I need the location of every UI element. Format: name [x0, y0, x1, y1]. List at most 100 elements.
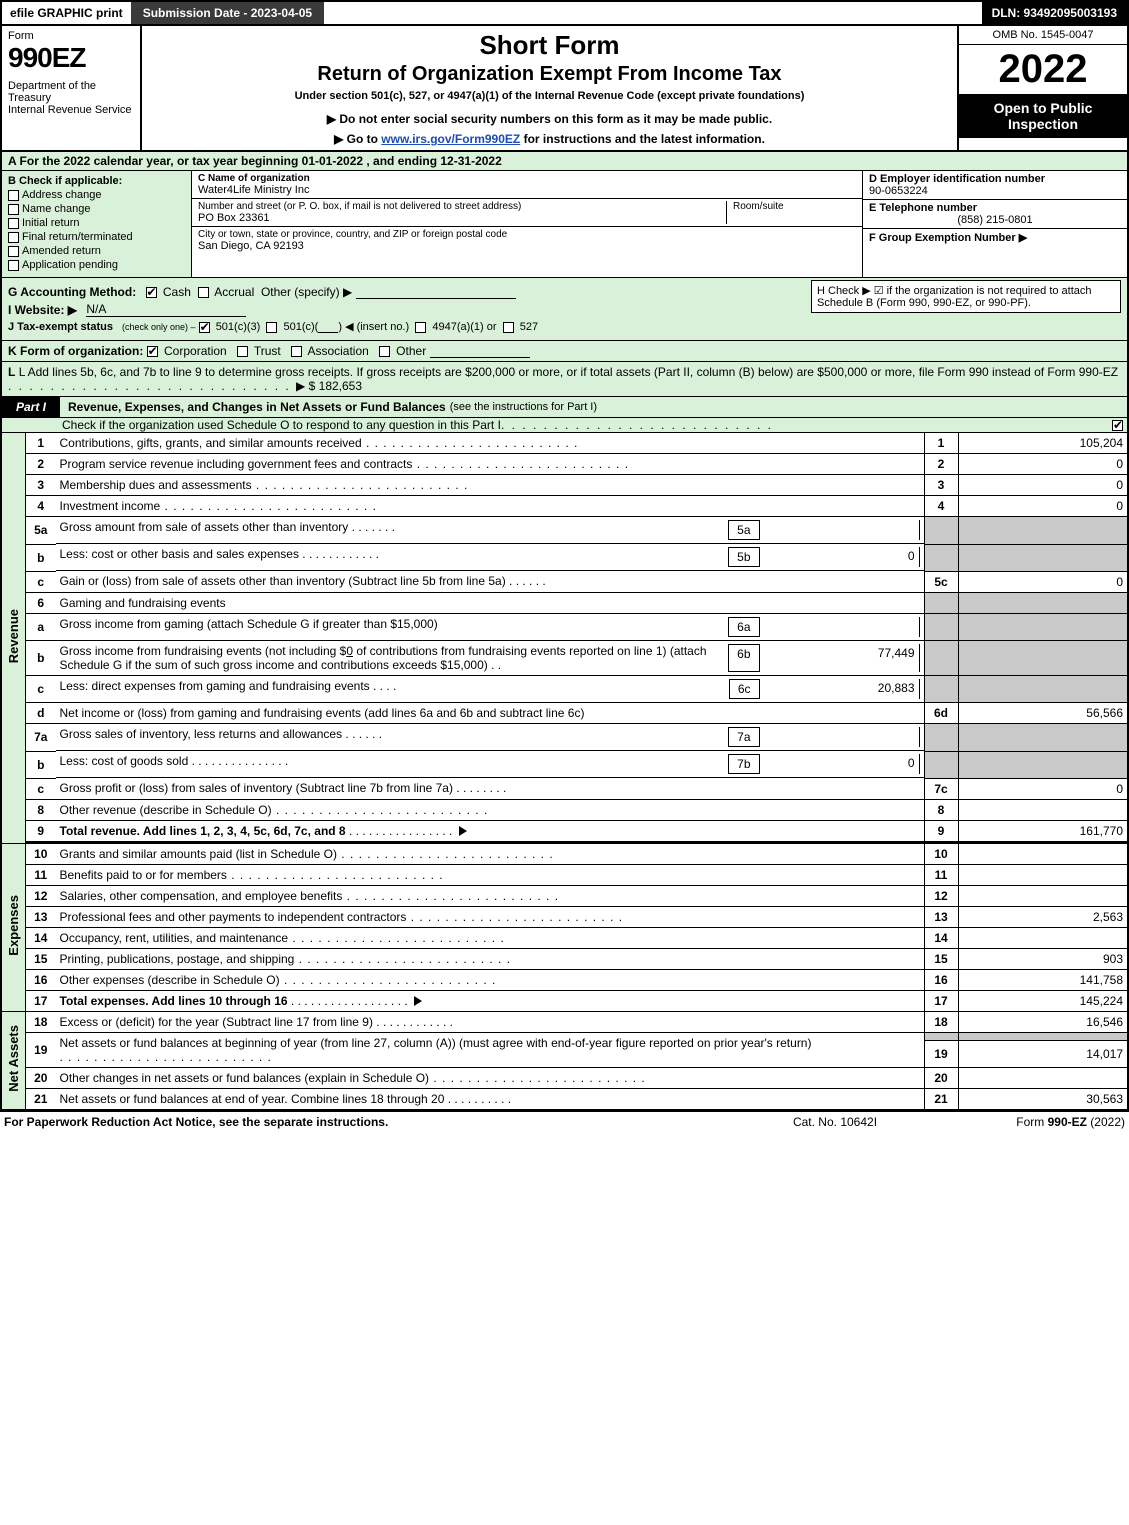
line-10: Expenses 10Grants and similar amounts pa… — [1, 843, 1128, 864]
checkbox-icon[interactable] — [291, 346, 302, 357]
line-18: Net Assets 18Excess or (deficit) for the… — [1, 1011, 1128, 1032]
line-5c: cGain or (loss) from sale of assets othe… — [1, 571, 1128, 592]
k-other-blank[interactable] — [430, 357, 530, 358]
i-label: I Website: ▶ — [8, 303, 77, 317]
org-city: San Diego, CA 92193 — [198, 240, 856, 252]
dln-label: DLN: 93492095003193 — [982, 2, 1127, 24]
line-3: 3Membership dues and assessments30 — [1, 475, 1128, 496]
section-bcdef: B Check if applicable: Address change Na… — [0, 171, 1129, 278]
g-cash: Cash — [163, 285, 191, 299]
page-footer: For Paperwork Reduction Act Notice, see … — [0, 1110, 1129, 1132]
ein-value: 90-0653224 — [869, 185, 1121, 197]
line-14: 14Occupancy, rent, utilities, and mainte… — [1, 927, 1128, 948]
line-6: 6Gaming and fundraising events — [1, 592, 1128, 613]
checkbox-icon[interactable] — [146, 287, 157, 298]
room-suite-label: Room/suite — [726, 201, 856, 224]
line-1: Revenue 1Contributions, gifts, grants, a… — [1, 433, 1128, 454]
line-15: 15Printing, publications, postage, and s… — [1, 948, 1128, 969]
col-def: D Employer identification number 90-0653… — [862, 171, 1127, 277]
l-arrow: ▶ $ — [296, 379, 315, 393]
line-21: 21Net assets or fund balances at end of … — [1, 1088, 1128, 1109]
line-2: 2Program service revenue including gover… — [1, 454, 1128, 475]
org-address: PO Box 23361 — [198, 212, 726, 224]
e-row: E Telephone number (858) 215-0801 — [863, 199, 1127, 228]
checkbox-icon[interactable] — [8, 190, 19, 201]
checkbox-icon[interactable] — [199, 322, 210, 333]
revenue-label: Revenue — [6, 609, 21, 663]
h-box: H Check ▶ ☑ if the organization is not r… — [811, 280, 1121, 313]
g-label: G Accounting Method: — [8, 285, 136, 299]
row-l: L L Add lines 5b, 6c, and 7b to line 9 t… — [0, 362, 1129, 397]
col-c: C Name of organization Water4Life Minist… — [192, 171, 862, 277]
line-7b: b Less: cost of goods sold . . . . . . .… — [1, 751, 1128, 778]
b-opt-final: Final return/terminated — [8, 231, 185, 243]
d-row: D Employer identification number 90-0653… — [863, 171, 1127, 199]
line-a: A For the 2022 calendar year, or tax yea… — [0, 152, 1129, 171]
arrow-icon — [414, 996, 422, 1006]
open-to-public: Open to Public Inspection — [959, 94, 1127, 138]
b-opt-amended: Amended return — [8, 245, 185, 257]
f-label: F Group Exemption Number ▶ — [869, 232, 1027, 244]
submission-date: Submission Date - 2023-04-05 — [131, 2, 324, 24]
b-opt-address: Address change — [8, 189, 185, 201]
checkbox-icon[interactable] — [503, 322, 514, 333]
footer-right: Form 990-EZ (2022) — [925, 1115, 1125, 1129]
checkbox-icon[interactable] — [8, 218, 19, 229]
j-label: J Tax-exempt status — [8, 321, 113, 333]
c-name-label: C Name of organization — [198, 173, 856, 184]
g-other-blank[interactable] — [356, 298, 516, 299]
checkbox-icon[interactable] — [8, 246, 19, 257]
irs-link[interactable]: www.irs.gov/Form990EZ — [381, 132, 520, 146]
arrow-icon — [459, 826, 467, 836]
line-8: 8Other revenue (describe in Schedule O)8 — [1, 799, 1128, 820]
checkbox-icon[interactable] — [237, 346, 248, 357]
g-accrual: Accrual — [214, 285, 254, 299]
c-name-row: C Name of organization Water4Life Minist… — [192, 171, 862, 199]
line-19a: 19Net assets or fund balances at beginni… — [1, 1032, 1128, 1041]
b-header: B Check if applicable: — [8, 175, 185, 187]
f-row: F Group Exemption Number ▶ — [863, 228, 1127, 246]
checkbox-icon[interactable] — [266, 322, 277, 333]
line-5a: 5a Gross amount from sale of assets othe… — [1, 517, 1128, 545]
checkbox-icon[interactable] — [147, 346, 158, 357]
efile-label[interactable]: efile GRAPHIC print — [2, 2, 131, 24]
footer-catno: Cat. No. 10642I — [745, 1115, 925, 1129]
line-17: 17Total expenses. Add lines 10 through 1… — [1, 990, 1128, 1011]
checkbox-icon[interactable] — [8, 232, 19, 243]
checkbox-icon[interactable] — [1112, 420, 1123, 431]
title-return: Return of Organization Exempt From Incom… — [152, 63, 947, 86]
l-text: L Add lines 5b, 6c, and 7b to line 9 to … — [19, 365, 1118, 379]
line-6d: dNet income or (loss) from gaming and fu… — [1, 703, 1128, 724]
line-7c: cGross profit or (loss) from sales of in… — [1, 778, 1128, 799]
checkbox-icon[interactable] — [415, 322, 426, 333]
ssn-note: ▶ Do not enter social security numbers o… — [152, 112, 947, 126]
line-5b: b Less: cost or other basis and sales ex… — [1, 544, 1128, 571]
b-opt-pending: Application pending — [8, 259, 185, 271]
b-opt-initial: Initial return — [8, 217, 185, 229]
website-value[interactable]: N/A — [86, 302, 246, 317]
line-6a: a Gross income from gaming (attach Sched… — [1, 613, 1128, 641]
form-header: Form 990EZ Department of the Treasury In… — [0, 26, 1129, 152]
line-6b: b Gross income from fundraising events (… — [1, 641, 1128, 676]
checkbox-icon[interactable] — [8, 260, 19, 271]
netassets-label: Net Assets — [6, 1025, 21, 1092]
k-label: K Form of organization: — [8, 344, 143, 358]
line-11: 11Benefits paid to or for members11 — [1, 864, 1128, 885]
part1-title: Revenue, Expenses, and Changes in Net As… — [68, 400, 446, 414]
c-city-label: City or town, state or province, country… — [198, 229, 856, 240]
part1-sub: (see the instructions for Part I) — [450, 401, 597, 413]
checkbox-icon[interactable] — [8, 204, 19, 215]
omb-number: OMB No. 1545-0047 — [959, 26, 1127, 45]
tax-year: 2022 — [959, 45, 1127, 94]
header-left: Form 990EZ Department of the Treasury In… — [2, 26, 142, 150]
h-text: H Check ▶ ☑ if the organization is not r… — [817, 285, 1092, 309]
checkbox-icon[interactable] — [379, 346, 390, 357]
col-b: B Check if applicable: Address change Na… — [2, 171, 192, 277]
line-9: 9Total revenue. Add lines 1, 2, 3, 4, 5c… — [1, 820, 1128, 842]
line-20: 20Other changes in net assets or fund ba… — [1, 1067, 1128, 1088]
checkbox-icon[interactable] — [198, 287, 209, 298]
part1-check-text: Check if the organization used Schedule … — [62, 418, 501, 432]
d-label: D Employer identification number — [869, 173, 1121, 185]
row-k: K Form of organization: Corporation Trus… — [0, 341, 1129, 362]
part1-tag: Part I — [2, 397, 60, 417]
